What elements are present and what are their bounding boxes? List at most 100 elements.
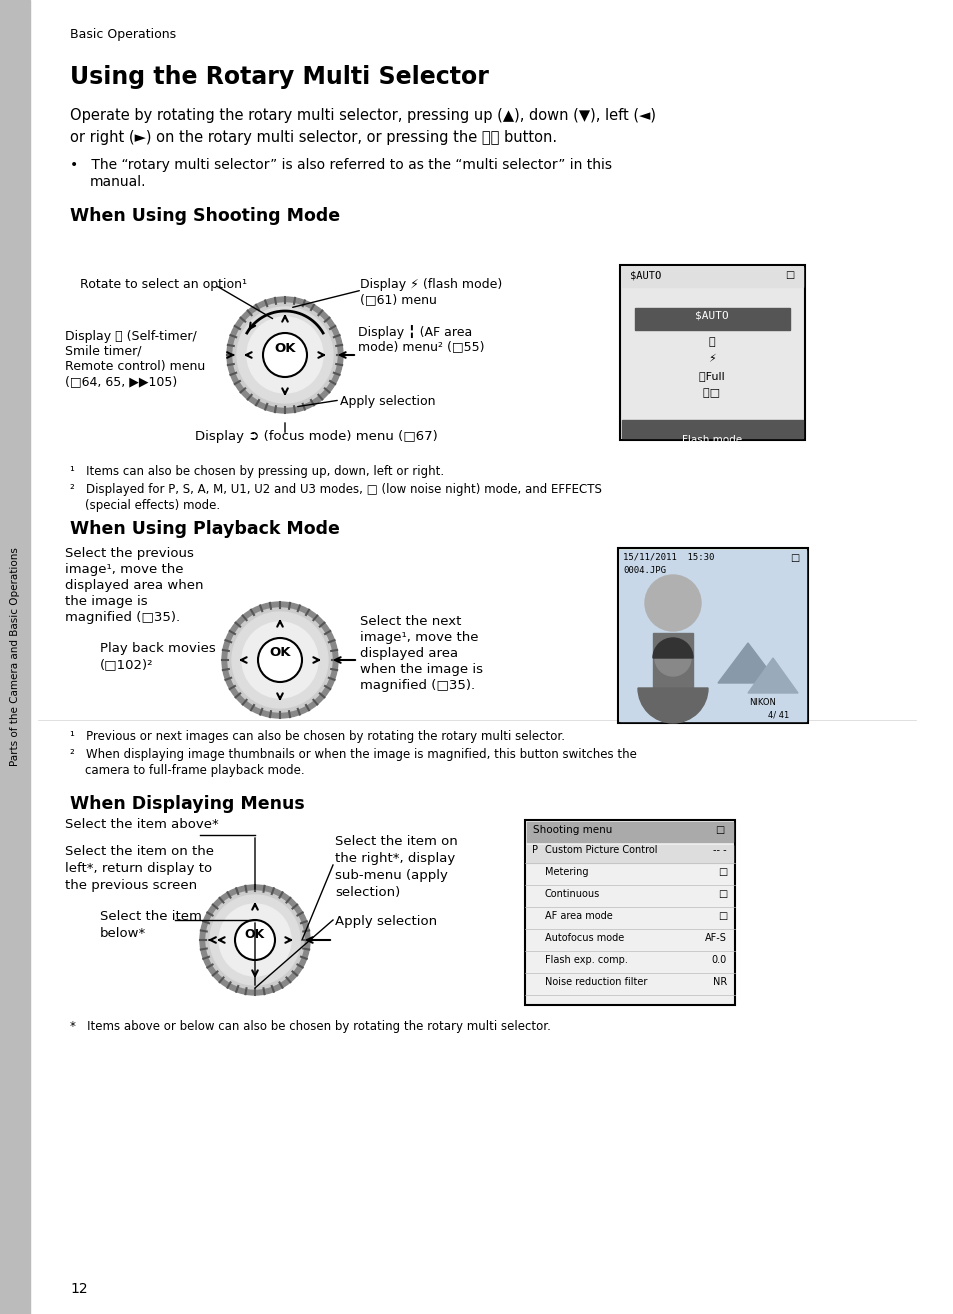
Text: displayed area: displayed area	[359, 646, 457, 660]
Text: AF-S: AF-S	[704, 933, 726, 943]
Circle shape	[233, 304, 336, 407]
Bar	[619, 551, 805, 721]
Bar	[0, 0, 30, 1314]
Text: When Using Shooting Mode: When Using Shooting Mode	[70, 208, 340, 225]
Bar	[526, 845, 732, 863]
Text: displayed area when: displayed area when	[65, 579, 203, 593]
Text: Select the item on: Select the item on	[335, 834, 457, 848]
Text: sub-menu (apply: sub-menu (apply	[335, 869, 447, 882]
Text: Select the item above*: Select the item above*	[65, 819, 218, 830]
Text: 12: 12	[70, 1282, 88, 1296]
Text: Display ➲ (focus mode) menu (□67): Display ➲ (focus mode) menu (□67)	[194, 430, 437, 443]
Text: Using the Rotary Multi Selector: Using the Rotary Multi Selector	[70, 64, 488, 89]
Bar	[621, 420, 802, 438]
Text: •   The “rotary multi selector” is also referred to as the “multi selector” in t: • The “rotary multi selector” is also re…	[70, 158, 612, 172]
Text: Metering: Metering	[544, 867, 588, 876]
Text: ¹   Items can also be chosen by pressing up, down, left or right.: ¹ Items can also be chosen by pressing u…	[70, 465, 444, 478]
Polygon shape	[718, 643, 778, 683]
Text: Display ╏ (AF area: Display ╏ (AF area	[357, 325, 472, 339]
Wedge shape	[652, 639, 692, 658]
Text: -- -: -- -	[713, 845, 726, 855]
Bar	[526, 823, 732, 842]
Circle shape	[222, 602, 337, 717]
Circle shape	[236, 307, 333, 403]
Text: magnified (□35).: magnified (□35).	[65, 611, 180, 624]
Text: $AUTO: $AUTO	[629, 269, 660, 280]
Text: image¹, move the: image¹, move the	[65, 562, 183, 576]
Circle shape	[257, 639, 302, 682]
Text: OK: OK	[245, 928, 265, 941]
Text: NR: NR	[712, 978, 726, 987]
Text: or right (►) on the rotary multi selector, or pressing the ⓀⓀ button.: or right (►) on the rotary multi selecto…	[70, 130, 557, 145]
Circle shape	[227, 297, 343, 413]
Text: Flash exp. comp.: Flash exp. comp.	[544, 955, 627, 964]
Text: (□64, 65, ▶▶105): (□64, 65, ▶▶105)	[65, 374, 177, 388]
Text: Operate by rotating the rotary multi selector, pressing up (▲), down (▼), left (: Operate by rotating the rotary multi sel…	[70, 108, 656, 124]
Text: ²   When displaying image thumbnails or when the image is magnified, this button: ² When displaying image thumbnails or wh…	[70, 748, 637, 761]
Bar	[618, 548, 807, 723]
Text: Apply selection: Apply selection	[335, 915, 436, 928]
Bar	[524, 820, 734, 1005]
Text: 15/11/2011  15:30: 15/11/2011 15:30	[622, 553, 714, 562]
Text: Continuous: Continuous	[544, 890, 599, 899]
Text: Parts of the Camera and Basic Operations: Parts of the Camera and Basic Operations	[10, 548, 20, 766]
Text: image¹, move the: image¹, move the	[359, 631, 478, 644]
Text: □: □	[789, 553, 799, 562]
Text: (□61) menu: (□61) menu	[359, 293, 436, 306]
Text: (special effects) mode.: (special effects) mode.	[85, 499, 220, 512]
Circle shape	[206, 891, 304, 989]
Text: Display ⚡ (flash mode): Display ⚡ (flash mode)	[359, 279, 501, 290]
Text: Shooting menu: Shooting menu	[533, 825, 612, 834]
Text: □: □	[717, 867, 726, 876]
Text: ¹   Previous or next images can also be chosen by rotating the rotary multi sele: ¹ Previous or next images can also be ch…	[70, 731, 564, 742]
Text: ⎿︎Full: ⎿︎Full	[699, 371, 724, 381]
Text: camera to full-frame playback mode.: camera to full-frame playback mode.	[85, 763, 304, 777]
Text: ⎿︎□: ⎿︎□	[702, 388, 720, 398]
Bar	[652, 633, 692, 692]
Text: 4/ 41: 4/ 41	[767, 711, 788, 720]
Wedge shape	[638, 689, 707, 723]
Text: □: □	[717, 890, 726, 899]
Text: □: □	[784, 269, 794, 280]
Text: manual.: manual.	[90, 175, 147, 189]
Bar	[619, 265, 804, 440]
Text: $AUTO: $AUTO	[695, 310, 728, 321]
Text: Autofocus mode: Autofocus mode	[544, 933, 623, 943]
Text: mode) menu² (□55): mode) menu² (□55)	[357, 340, 484, 353]
Text: OK: OK	[269, 646, 291, 660]
Text: Remote control) menu: Remote control) menu	[65, 360, 205, 373]
Circle shape	[234, 920, 274, 961]
Circle shape	[247, 317, 323, 393]
Text: the previous screen: the previous screen	[65, 879, 197, 892]
Circle shape	[200, 886, 310, 995]
Text: Flash mode: Flash mode	[681, 435, 741, 445]
Circle shape	[242, 622, 317, 698]
Text: Select the item: Select the item	[100, 911, 202, 922]
Text: When Using Playback Mode: When Using Playback Mode	[70, 520, 339, 537]
Text: P: P	[532, 845, 537, 855]
Circle shape	[228, 608, 332, 712]
Text: □: □	[717, 911, 726, 921]
Text: Custom Picture Control: Custom Picture Control	[544, 845, 657, 855]
Bar	[621, 267, 802, 286]
Text: Basic Operations: Basic Operations	[70, 28, 176, 41]
Text: Play back movies: Play back movies	[100, 643, 215, 654]
Text: *   Items above or below can also be chosen by rotating the rotary multi selecto: * Items above or below can also be chose…	[70, 1020, 550, 1033]
Text: Smile timer/: Smile timer/	[65, 346, 141, 357]
Text: (□102)²: (□102)²	[100, 658, 153, 671]
Text: ⚡: ⚡	[707, 353, 715, 364]
Circle shape	[263, 332, 307, 377]
Text: ²   Displayed for P, S, A, M, U1, U2 and U3 modes, □ (low noise night) mode, and: ² Displayed for P, S, A, M, U1, U2 and U…	[70, 484, 601, 495]
Text: selection): selection)	[335, 886, 400, 899]
Text: When Displaying Menus: When Displaying Menus	[70, 795, 304, 813]
Circle shape	[232, 612, 328, 708]
Text: AF area mode: AF area mode	[544, 911, 612, 921]
Text: the image is: the image is	[65, 595, 148, 608]
Circle shape	[655, 640, 690, 675]
Text: Rotate to select an option¹: Rotate to select an option¹	[80, 279, 247, 290]
Text: the right*, display: the right*, display	[335, 851, 455, 865]
Text: left*, return display to: left*, return display to	[65, 862, 212, 875]
Text: NIKON: NIKON	[749, 698, 776, 707]
Text: when the image is: when the image is	[359, 664, 482, 675]
Text: Display ⏱ (Self-timer/: Display ⏱ (Self-timer/	[65, 330, 196, 343]
